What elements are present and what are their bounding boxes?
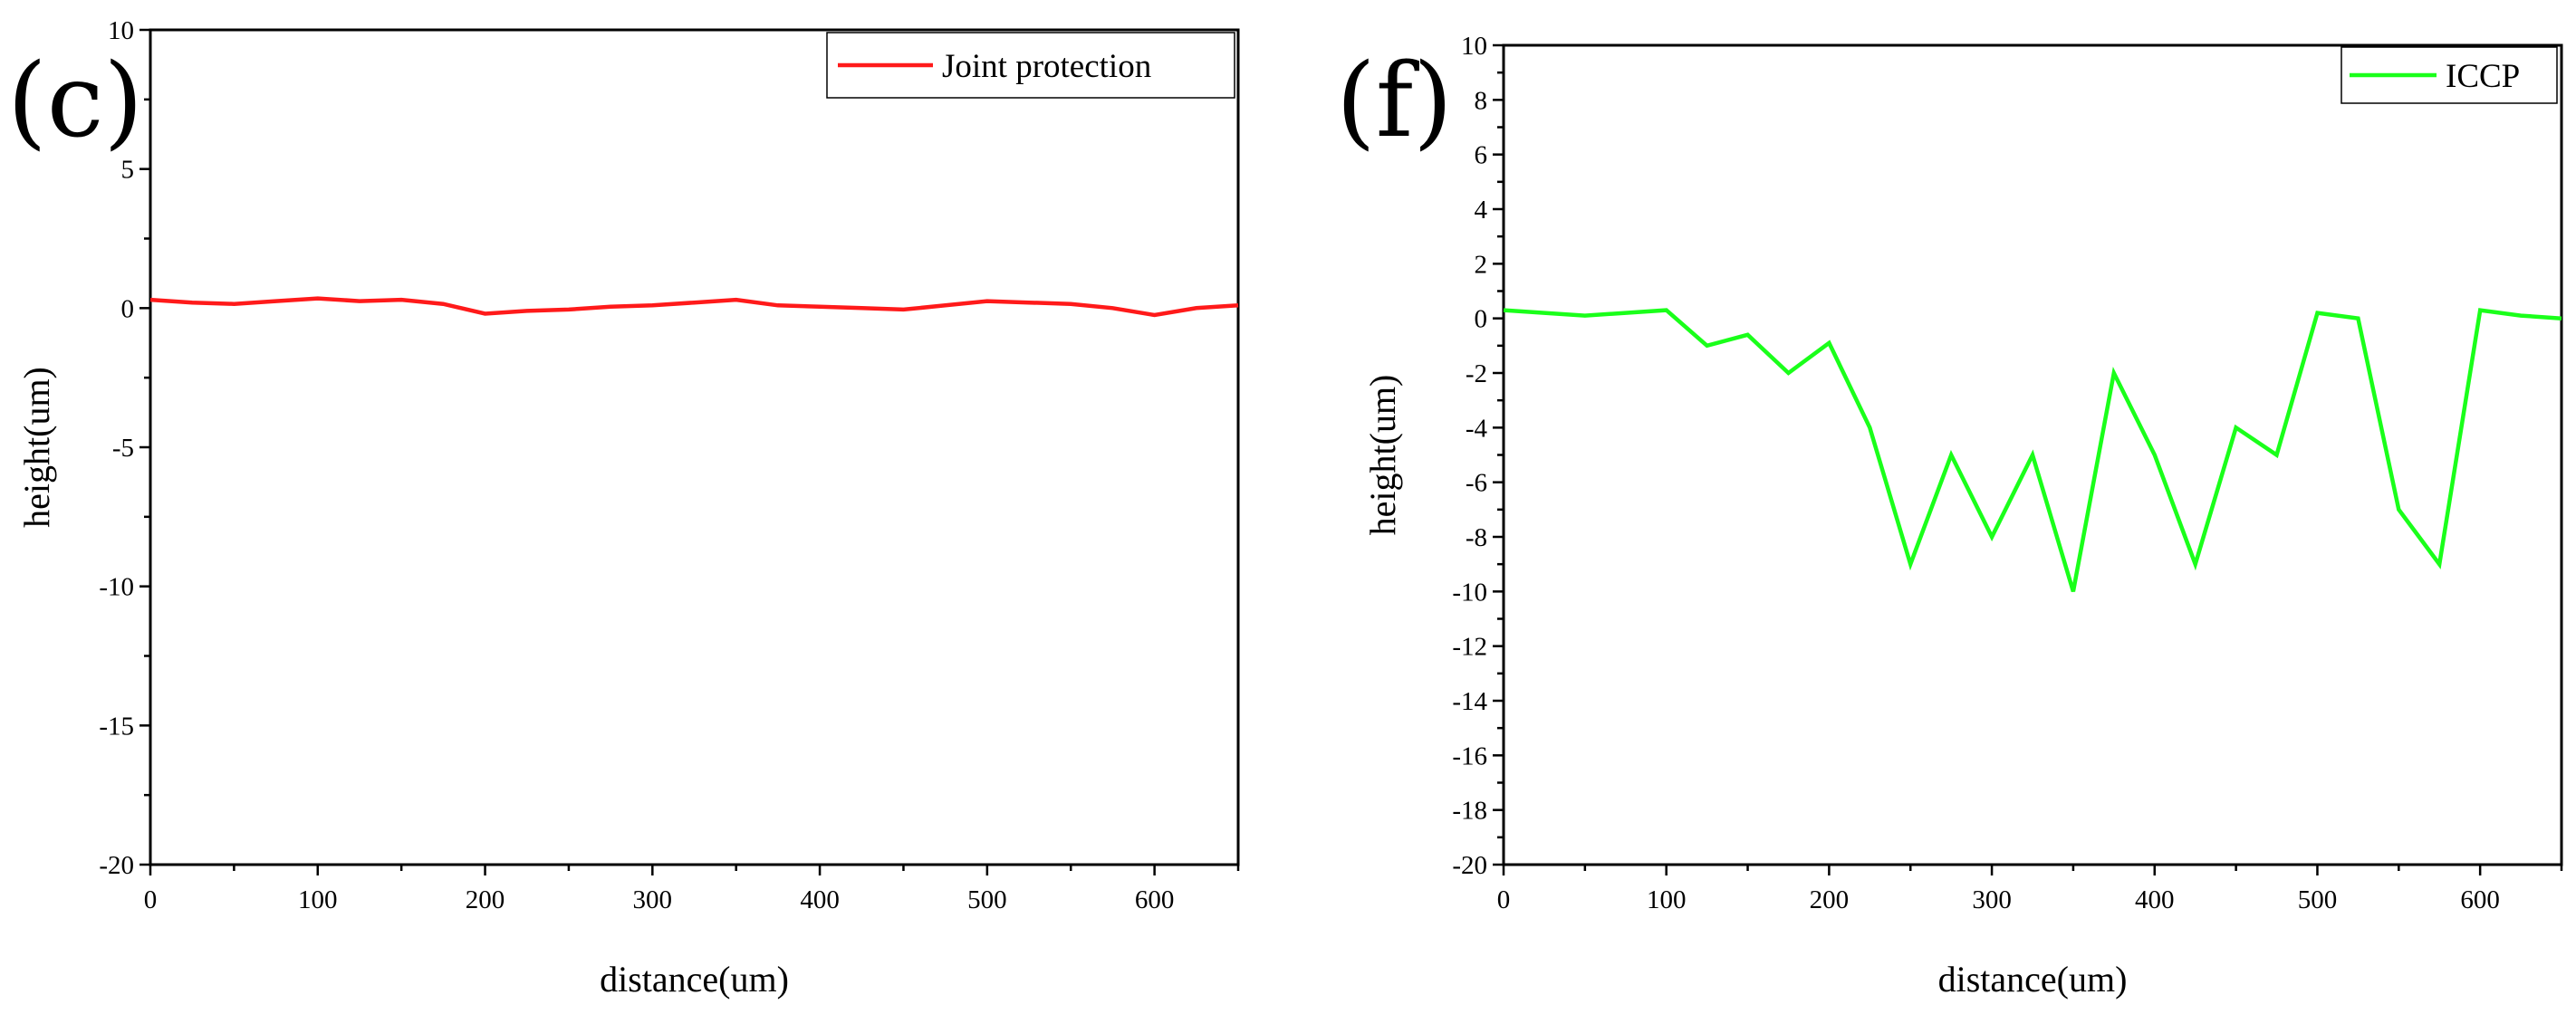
panel-label: (f) bbox=[1336, 43, 1453, 160]
y-tick-label: -8 bbox=[1466, 523, 1487, 552]
x-tick-label: 100 bbox=[298, 885, 338, 914]
y-tick-label: -4 bbox=[1466, 414, 1488, 443]
y-tick-label: -16 bbox=[1452, 741, 1487, 770]
chart-panel-1: 0 100 200 300 400 500 600-20-18-16-14-12-10-8-… bbox=[1336, 32, 2563, 1000]
y-tick-label: -15 bbox=[99, 712, 134, 741]
y-axis-label: height(um) bbox=[1362, 375, 1403, 536]
y-tick-label: -10 bbox=[1452, 578, 1487, 607]
x-tick-label: 300 bbox=[633, 885, 673, 914]
x-tick-label: 200 bbox=[1810, 885, 1850, 914]
series-line-iccp bbox=[1503, 308, 2562, 592]
x-tick-label: 0 bbox=[144, 885, 158, 914]
x-tick-label: 400 bbox=[2135, 885, 2175, 914]
x-tick-label: 0 bbox=[1497, 885, 1511, 914]
y-axis-label: height(um) bbox=[16, 367, 57, 528]
x-tick-label: 500 bbox=[967, 885, 1007, 914]
y-tick-label: -5 bbox=[112, 434, 134, 463]
x-tick-label: 200 bbox=[466, 885, 505, 914]
y-tick-label: 8 bbox=[1475, 86, 1488, 115]
x-axis-label: distance(um) bbox=[600, 959, 789, 1000]
y-tick-label: 0 bbox=[1475, 305, 1488, 334]
plot-frame bbox=[149, 28, 1240, 866]
y-tick-label: -6 bbox=[1466, 469, 1487, 498]
legend-label: ICCP bbox=[2446, 58, 2520, 95]
x-tick-label: 500 bbox=[2298, 885, 2338, 914]
y-tick-label: -20 bbox=[1452, 851, 1487, 880]
chart-panel-0: 0 100 200 300 400 500 600 -20 -15 -10 -5 0 5 10 distan… bbox=[7, 16, 1240, 1000]
y-tick-label: -14 bbox=[1452, 687, 1487, 716]
y-tick-label: 10 bbox=[1461, 32, 1487, 61]
y-tick-label: -10 bbox=[99, 573, 134, 602]
legend-label: Joint protection bbox=[942, 48, 1151, 85]
y-tick-label: -2 bbox=[1466, 359, 1487, 388]
y-tick-label: 5 bbox=[121, 156, 135, 185]
y-tick-label: -12 bbox=[1452, 633, 1487, 662]
y-tick-label: -18 bbox=[1452, 797, 1487, 826]
y-tick-label: 2 bbox=[1475, 250, 1488, 279]
y-tick-label: 4 bbox=[1475, 196, 1488, 225]
y-tick-label: -20 bbox=[99, 851, 134, 880]
y-tick-label: 0 bbox=[121, 294, 135, 323]
x-tick-label: 300 bbox=[1972, 885, 2012, 914]
y-tick-label: 6 bbox=[1475, 141, 1488, 170]
x-tick-label: 400 bbox=[800, 885, 840, 914]
panel-label: (c) bbox=[7, 43, 143, 160]
series-line-joint-protection bbox=[149, 296, 1239, 318]
y-tick-label: 10 bbox=[108, 16, 134, 45]
x-tick-label: 600 bbox=[1135, 885, 1175, 914]
x-tick-label: 100 bbox=[1647, 885, 1687, 914]
x-tick-label: 600 bbox=[2460, 885, 2500, 914]
x-axis-label: distance(um) bbox=[1938, 959, 2128, 1000]
